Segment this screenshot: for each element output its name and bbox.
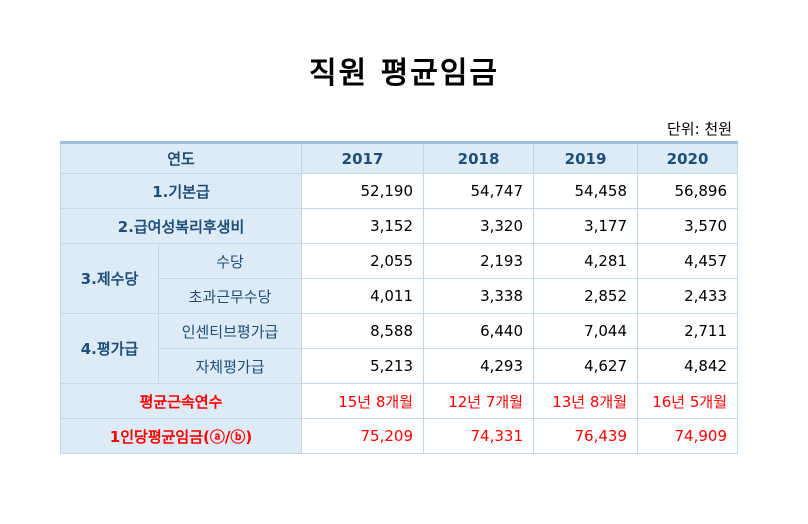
header-year-2020: 2020 [637, 141, 739, 174]
cell-incentive-2018: 6,440 [423, 313, 535, 349]
table-row-self-eval: 자체평가급 5,213 4,293 4,627 4,842 [61, 348, 739, 384]
table-row-base: 1.기본급 52,190 54,747 54,458 56,896 [59, 173, 739, 209]
cell-overtime-2019: 2,852 [533, 278, 639, 314]
row-label-allowance: 3.제수당 [60, 243, 159, 314]
row-label-base: 1.기본급 [59, 173, 303, 209]
cell-allowance-2017: 2,055 [301, 243, 425, 279]
cell-welfare-2017: 3,152 [301, 208, 425, 244]
cell-average-2017: 75,209 [301, 418, 425, 454]
cell-incentive-2020: 2,711 [637, 313, 739, 349]
table-row-average: 1인당평균임금(ⓐ/ⓑ) 75,209 74,331 76,439 74,909 [59, 418, 739, 454]
table-row-allowance: 3.제수당 수당 2,055 2,193 4,281 4,457 [60, 243, 739, 314]
cell-tenure-2019: 13년 8개월 [533, 383, 639, 419]
cell-overtime-2020: 2,433 [637, 278, 739, 314]
cell-tenure-2018: 12년 7개월 [423, 383, 535, 419]
row-label-evaluation: 4.평가급 [60, 313, 159, 384]
cell-allowance-2019: 4,281 [533, 243, 639, 279]
row-label-allowance-sub2: 초과근무수당 [157, 278, 303, 314]
header-year-label: 연도 [59, 141, 303, 174]
cell-allowance-2018: 2,193 [423, 243, 535, 279]
cell-self-eval-2018: 4,293 [423, 348, 535, 384]
row-label-tenure: 평균근속연수 [59, 383, 303, 419]
cell-incentive-2017: 8,588 [301, 313, 425, 349]
cell-allowance-2020: 4,457 [637, 243, 739, 279]
table-row-overtime: 초과근무수당 4,011 3,338 2,852 2,433 [61, 278, 739, 314]
row-label-average: 1인당평균임금(ⓐ/ⓑ) [59, 418, 303, 454]
cell-base-2018: 54,747 [423, 173, 535, 209]
row-label-evaluation-sub1: 인센티브평가급 [157, 313, 303, 349]
cell-tenure-2020: 16년 5개월 [637, 383, 739, 419]
table-row-incentive: 4.평가급 인센티브평가급 8,588 6,440 7,044 2,711 [60, 313, 739, 384]
unit-label: 단위: 천원 [666, 120, 732, 138]
cell-self-eval-2020: 4,842 [637, 348, 739, 384]
cell-self-eval-2017: 5,213 [301, 348, 425, 384]
cell-welfare-2020: 3,570 [637, 208, 739, 244]
cell-welfare-2018: 3,320 [423, 208, 535, 244]
row-label-welfare: 2.급여성복리후생비 [59, 208, 303, 244]
cell-tenure-2017: 15년 8개월 [301, 383, 425, 419]
header-year-2018: 2018 [423, 141, 535, 174]
cell-overtime-2018: 3,338 [423, 278, 535, 314]
cell-self-eval-2019: 4,627 [533, 348, 639, 384]
table-row-tenure: 평균근속연수 15년 8개월 12년 7개월 13년 8개월 16년 5개월 [59, 383, 739, 419]
row-label-allowance-sub1: 수당 [157, 243, 303, 279]
cell-average-2019: 76,439 [533, 418, 639, 454]
cell-average-2020: 74,909 [637, 418, 739, 454]
table-header-row: 연도 2017 2018 2019 2020 [59, 141, 739, 174]
cell-incentive-2019: 7,044 [533, 313, 639, 349]
cell-overtime-2017: 4,011 [301, 278, 425, 314]
cell-base-2020: 56,896 [637, 173, 739, 209]
header-year-2017: 2017 [301, 141, 425, 174]
header-year-2019: 2019 [533, 141, 639, 174]
salary-table: 연도 2017 2018 2019 2020 1.기본급 52,190 54,7… [59, 141, 739, 454]
cell-base-2019: 54,458 [533, 173, 639, 209]
cell-average-2018: 74,331 [423, 418, 535, 454]
row-label-evaluation-sub2: 자체평가급 [157, 348, 303, 384]
cell-welfare-2019: 3,177 [533, 208, 639, 244]
table-row-welfare: 2.급여성복리후생비 3,152 3,320 3,177 3,570 [59, 208, 739, 244]
page-title: 직원 평균임금 [308, 56, 500, 91]
cell-base-2017: 52,190 [301, 173, 425, 209]
